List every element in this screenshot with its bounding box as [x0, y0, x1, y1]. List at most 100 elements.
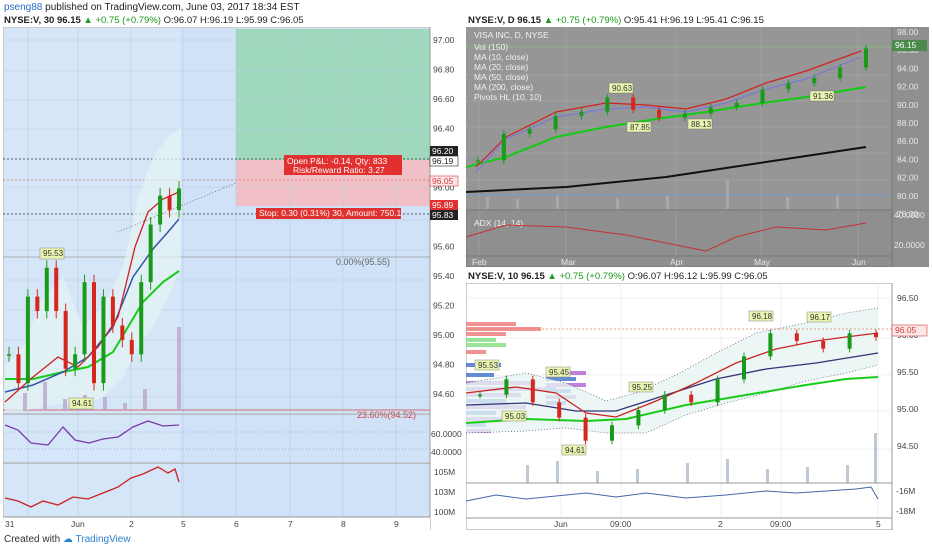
candle-body: [120, 325, 125, 340]
candle-body: [734, 102, 739, 108]
br-chart-panel[interactable]: 95.53 95.45 95.03 94.61 95.25 96.18 96.1…: [466, 283, 929, 530]
tr-change: +0.75 (+0.79%): [555, 15, 622, 26]
tr-x-feb: Feb: [472, 257, 487, 267]
candle-body: [715, 379, 720, 403]
tr-pivot-3: 88.13: [691, 120, 712, 129]
left-ind2-103: 103M: [434, 487, 455, 497]
tr-legend-title: VISA INC, D, NYSE: [474, 30, 549, 40]
left-tag-5: 95.83: [432, 210, 454, 220]
candle-body: [92, 282, 96, 384]
left-x-5: 5: [181, 519, 186, 529]
br-pivot-4: 94.61: [565, 446, 586, 455]
tr-x-may: May: [754, 257, 771, 267]
left-symbol-line: NYSE:V, 30 96.15 ▲ +0.75 (+0.79%) O:96.0…: [4, 15, 304, 26]
tr-pivot-4: 91.36: [813, 92, 834, 101]
left-tag-1: 96.20: [432, 146, 454, 156]
candle-body: [478, 394, 482, 397]
left-tag-3: 96.05: [432, 176, 454, 186]
tr-chart-panel[interactable]: VISA INC, D, NYSE Vol (150) MA (10, clos…: [466, 27, 929, 267]
y-tick-label: 80.00: [897, 191, 919, 201]
br-ind-16: -16M: [896, 486, 915, 496]
footer-brand[interactable]: TradingView: [75, 534, 131, 545]
candle-body: [110, 296, 115, 326]
target-zone[interactable]: [236, 29, 430, 160]
br-x-5: 5: [876, 519, 881, 529]
left-symbol[interactable]: NYSE:V, 30: [4, 15, 55, 26]
left-price: 96.15: [56, 15, 81, 26]
candle-body: [742, 356, 746, 380]
candle-body: [768, 333, 773, 357]
candle-body: [553, 116, 558, 130]
tr-legend-pivots: Pivots HL (10, 10): [474, 92, 542, 102]
candle-body: [63, 311, 68, 369]
y-tick-label: 94.50: [897, 441, 919, 451]
candle-body: [158, 195, 163, 225]
tr-candles: [476, 44, 868, 164]
y-tick-label: 96.50: [897, 293, 919, 303]
y-tick-label: 96.00: [433, 183, 455, 193]
candle-body: [129, 339, 134, 355]
candle-body: [821, 341, 826, 349]
candle-body: [689, 394, 694, 403]
y-tick-label: 94.80: [433, 360, 455, 370]
left-x-7: 7: [288, 519, 293, 529]
br-pivot-5: 95.25: [632, 383, 653, 392]
tr-legend-ma50: MA (50, close): [474, 72, 528, 82]
candle-body: [139, 282, 144, 355]
left-tag-2: 96.19: [432, 156, 454, 166]
left-chart-panel[interactable]: 95.53 94.61 Open P&L: -0.14, Qty: 833 Ri…: [3, 27, 463, 530]
br-x-jun: Jun: [554, 519, 568, 529]
br-pivot-3: 95.03: [505, 412, 526, 421]
br-pivot-1: 95.53: [478, 361, 499, 370]
tr-x-jun: Jun: [852, 257, 866, 267]
y-tick-label: 92.00: [897, 82, 919, 92]
candle-body: [636, 410, 641, 426]
candle-body: [530, 379, 535, 403]
candle-body: [101, 296, 106, 384]
br-pivot-2: 95.45: [549, 368, 570, 377]
candle-body: [583, 417, 588, 441]
fib-bottom: 23.60%(94.52): [357, 410, 416, 420]
br-price: 96.15: [520, 271, 545, 282]
y-tick-label: 86.00: [897, 136, 919, 146]
candle-body: [812, 78, 817, 84]
left-pivot-high: 95.53: [43, 249, 64, 258]
br-symbol-line: NYSE:V, 10 96.15 ▲ +0.75 (+0.79%) O:96.0…: [468, 271, 768, 282]
candle-body: [44, 267, 49, 312]
br-symbol[interactable]: NYSE:V, 10: [468, 271, 519, 282]
tr-legend-ma10: MA (10, close): [474, 52, 528, 62]
candle-body: [610, 425, 614, 441]
y-tick-label: 95.40: [433, 271, 455, 281]
candle-body: [682, 113, 687, 118]
candle-body: [476, 160, 480, 162]
tr-adx-label: ADX (14, 14): [474, 218, 523, 228]
y-tick-label: 96.60: [433, 94, 455, 104]
left-tag-4: 95.89: [432, 200, 454, 210]
y-tick-label: 90.00: [897, 100, 919, 110]
left-x-2: 2: [129, 519, 134, 529]
tradingview-logo-icon: ☁: [62, 534, 73, 545]
tr-symbol-line: NYSE:V, D 96.15 ▲ +0.75 (+0.79%) O:95.41…: [468, 15, 764, 26]
left-ind1-60: 60.0000: [431, 429, 462, 439]
y-tick-label: 95.00: [897, 404, 919, 414]
tr-adx-40: 40.0000: [894, 210, 925, 220]
candle-body: [73, 354, 78, 369]
candle-body: [16, 354, 21, 384]
br-pivot-6: 96.18: [752, 312, 773, 321]
y-tick-label: 95.20: [433, 301, 455, 311]
stop-label: Stop: 0.30 (0.31%) 30, Amount: 750.1: [259, 208, 402, 218]
tr-adx-20: 20.0000: [894, 240, 925, 250]
br-change: +0.75 (+0.79%): [559, 271, 625, 282]
y-tick-label: 95.60: [433, 242, 455, 252]
fib-top: 0.00%(95.55): [336, 257, 390, 267]
y-tick-label: 96.80: [433, 65, 455, 75]
left-ind2-105: 105M: [434, 467, 455, 477]
candle-body: [167, 195, 172, 211]
candle-body: [864, 48, 868, 68]
author-link[interactable]: pseng88: [4, 2, 43, 13]
footer-created: Created with: [4, 534, 61, 545]
y-tick-label: 96.40: [433, 124, 455, 134]
candle-body: [82, 282, 87, 355]
candle-body: [7, 354, 11, 356]
tr-symbol[interactable]: NYSE:V, D: [468, 15, 515, 26]
